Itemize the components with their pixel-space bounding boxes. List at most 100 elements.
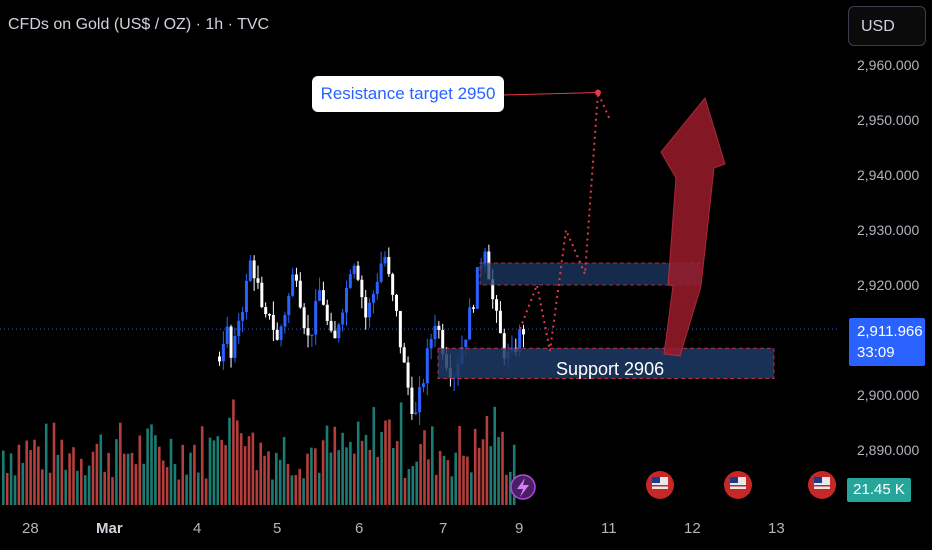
volume-bar <box>485 416 489 505</box>
candle <box>371 293 375 303</box>
candle <box>356 265 360 280</box>
volume-bar <box>236 420 239 505</box>
x-tick: 6 <box>355 520 364 537</box>
volume-bar <box>95 443 99 505</box>
volume-bar <box>302 478 305 505</box>
candle <box>441 329 445 355</box>
volume-bar <box>493 406 496 505</box>
volume-bar <box>399 402 403 505</box>
candle <box>360 279 364 298</box>
volume-bar <box>395 441 399 505</box>
volume-bar <box>111 477 114 505</box>
volume-bar <box>239 433 243 505</box>
volume-bar <box>9 453 13 505</box>
bullish-arrow <box>660 96 726 357</box>
candle <box>364 297 368 318</box>
candle <box>502 333 506 359</box>
candle <box>491 279 495 300</box>
candle <box>368 302 372 318</box>
candle <box>348 274 352 288</box>
volume-bar <box>341 432 344 505</box>
volume-bar <box>228 417 231 505</box>
candle <box>283 314 287 327</box>
volume-bar <box>232 399 235 505</box>
candle <box>260 282 264 308</box>
candle <box>302 307 306 329</box>
volume-bar <box>122 453 126 505</box>
volume-bar <box>21 462 25 505</box>
volume-bar <box>458 425 461 505</box>
candle <box>252 260 256 279</box>
volume-bar <box>33 439 36 505</box>
volume-bar <box>255 470 259 505</box>
candle <box>375 281 379 294</box>
x-tick: 13 <box>768 520 785 537</box>
candle <box>429 339 433 349</box>
candle <box>275 329 279 340</box>
volume-bar <box>247 436 251 505</box>
candle <box>318 290 322 301</box>
volume-bar <box>200 426 204 505</box>
volume-bar <box>497 437 500 505</box>
volume-bar <box>76 470 79 505</box>
chart-title: CFDs on Gold (US$ / OZ) · 1h · TVC <box>8 16 270 33</box>
volume-bar <box>392 447 395 505</box>
volume-bar <box>470 472 473 505</box>
volume-badge: 21.45 K <box>847 478 911 502</box>
volume-bar <box>161 460 165 505</box>
volume-bar <box>278 459 282 505</box>
candle <box>287 295 291 315</box>
volume-bar <box>353 453 356 505</box>
candle <box>383 256 387 264</box>
volume-bar <box>263 455 266 505</box>
volume-bar <box>314 448 317 505</box>
volume-bar <box>310 447 313 505</box>
volume-bar <box>434 474 438 505</box>
volume-bar <box>2 450 5 505</box>
price-axis[interactable] <box>838 0 932 512</box>
currency-button[interactable]: USD <box>848 6 926 46</box>
volume-bar <box>251 432 255 505</box>
volume-bar <box>177 479 181 505</box>
volume-bar <box>60 439 64 505</box>
y-tick: 2,940.000 <box>857 167 920 183</box>
volume-bar <box>115 439 118 505</box>
resistance-zone[interactable] <box>479 262 701 286</box>
volume-bar <box>91 451 95 505</box>
x-tick: Mar <box>96 520 123 537</box>
x-tick: 7 <box>439 520 448 537</box>
volume-bar <box>337 450 340 505</box>
volume-bar <box>103 471 106 505</box>
x-tick: 4 <box>193 520 202 537</box>
candle <box>522 329 525 335</box>
callout-anchor <box>595 89 601 96</box>
volume-bar <box>173 463 177 505</box>
volume-bar <box>130 452 134 505</box>
volume-bar <box>189 452 192 505</box>
y-tick: 2,890.000 <box>857 442 920 458</box>
support-zone[interactable] <box>437 347 775 379</box>
volume-bar <box>185 474 188 505</box>
volume-bar <box>154 435 157 505</box>
volume-bar <box>360 440 364 505</box>
volume-bar <box>80 458 83 505</box>
candle <box>341 312 345 325</box>
volume-bar <box>427 459 430 505</box>
volume-bar <box>294 475 298 505</box>
y-tick: 2,950.000 <box>857 112 920 128</box>
us-flag-icon-stripe <box>730 485 746 487</box>
projection-path <box>519 92 611 352</box>
candle <box>237 320 241 337</box>
volume-bar <box>17 444 21 505</box>
volume-bar <box>72 447 75 505</box>
support-zone-label: Support 2906 <box>556 359 665 379</box>
candle <box>333 330 337 339</box>
bar-countdown: 33:09 <box>857 344 895 361</box>
x-tick: 11 <box>601 520 617 537</box>
resistance-target-callout[interactable]: Resistance target 2950 <box>312 76 504 112</box>
candle <box>433 325 437 340</box>
volume-bar <box>317 472 321 505</box>
callout-leader <box>503 92 599 96</box>
x-tick: 5 <box>273 520 282 537</box>
